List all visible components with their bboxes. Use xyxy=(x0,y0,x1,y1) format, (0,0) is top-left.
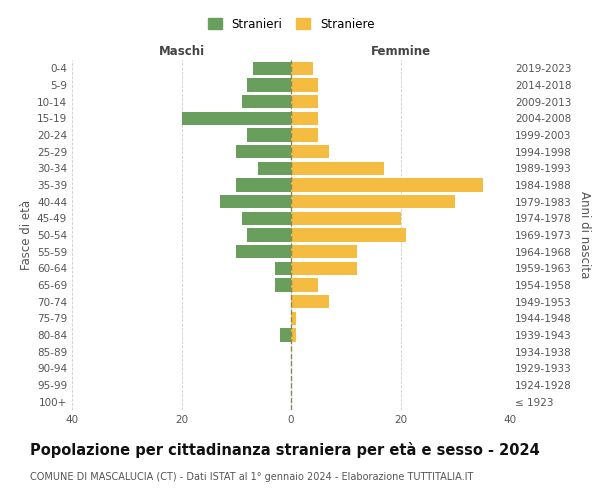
Bar xyxy=(291,245,357,258)
Bar xyxy=(247,128,291,141)
Bar xyxy=(253,62,291,75)
Bar xyxy=(291,262,357,275)
Bar xyxy=(242,212,291,225)
Bar xyxy=(291,178,482,192)
Bar xyxy=(291,328,296,342)
Bar xyxy=(236,245,291,258)
Bar xyxy=(291,78,319,92)
Bar xyxy=(220,195,291,208)
Bar xyxy=(280,328,291,342)
Bar xyxy=(242,95,291,108)
Bar xyxy=(291,145,329,158)
Bar xyxy=(291,278,319,291)
Bar xyxy=(291,295,329,308)
Bar xyxy=(291,312,296,325)
Bar xyxy=(236,178,291,192)
Bar xyxy=(181,112,291,125)
Bar xyxy=(291,195,455,208)
Text: Femmine: Femmine xyxy=(370,46,431,59)
Bar xyxy=(275,278,291,291)
Text: Maschi: Maschi xyxy=(158,46,205,59)
Bar xyxy=(291,162,384,175)
Legend: Stranieri, Straniere: Stranieri, Straniere xyxy=(205,16,377,33)
Bar xyxy=(291,112,319,125)
Bar xyxy=(275,262,291,275)
Bar xyxy=(247,228,291,241)
Bar xyxy=(247,78,291,92)
Bar xyxy=(291,62,313,75)
Y-axis label: Fasce di età: Fasce di età xyxy=(20,200,33,270)
Bar xyxy=(258,162,291,175)
Bar xyxy=(291,128,319,141)
Text: Popolazione per cittadinanza straniera per età e sesso - 2024: Popolazione per cittadinanza straniera p… xyxy=(30,442,540,458)
Text: COMUNE DI MASCALUCIA (CT) - Dati ISTAT al 1° gennaio 2024 - Elaborazione TUTTITA: COMUNE DI MASCALUCIA (CT) - Dati ISTAT a… xyxy=(30,472,473,482)
Bar xyxy=(291,228,406,241)
Bar xyxy=(236,145,291,158)
Bar xyxy=(291,212,401,225)
Bar xyxy=(291,95,319,108)
Y-axis label: Anni di nascita: Anni di nascita xyxy=(578,192,591,278)
